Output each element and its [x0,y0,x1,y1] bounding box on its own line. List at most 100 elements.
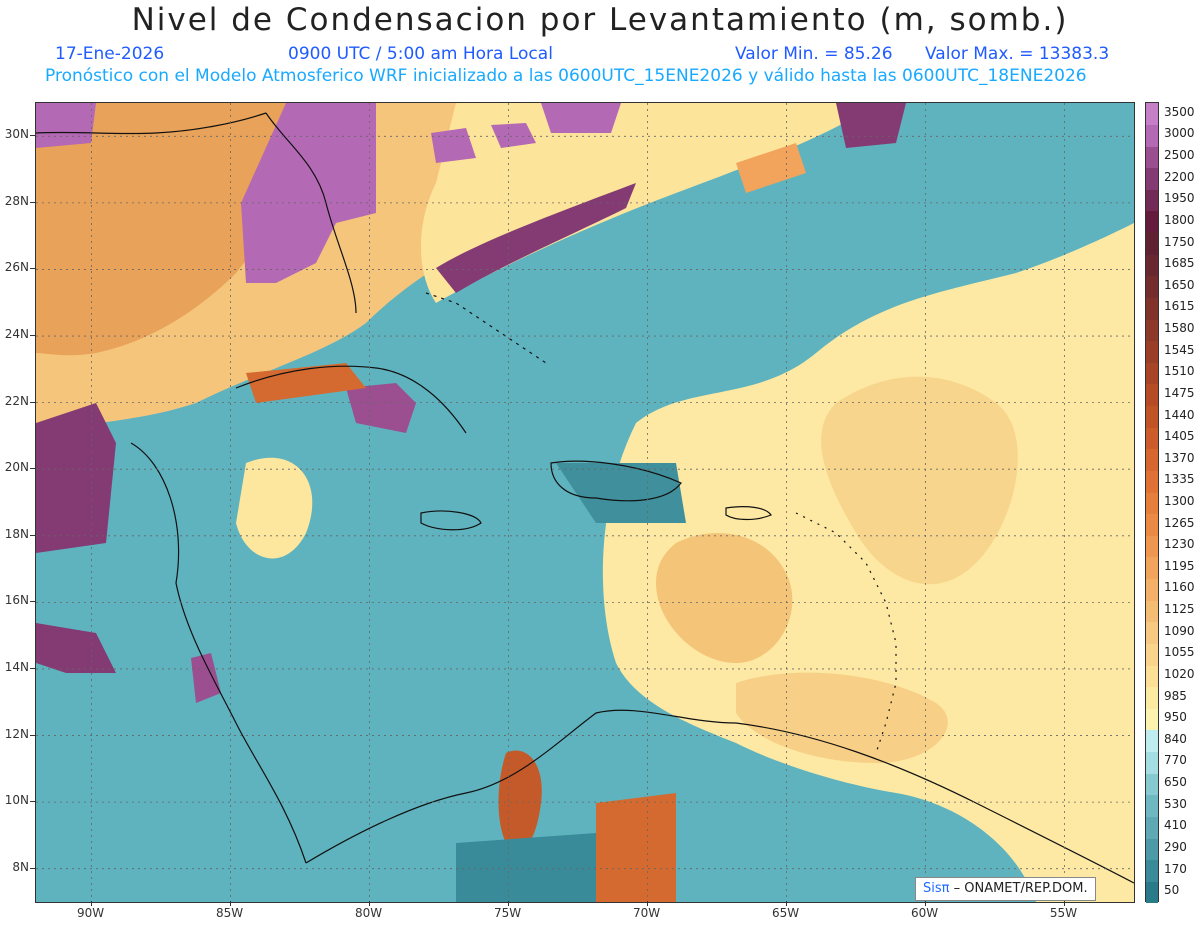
lat-tick [30,867,35,869]
lat-label: 26N [4,260,29,275]
field-orange-atlantic-e [736,143,806,193]
colorbar-segment [1146,124,1158,147]
lon-label: 85W [216,906,244,920]
south-america-coast [305,709,1134,884]
lat-tick [30,201,35,203]
colorbar-segment [1146,751,1158,774]
colorbar-segment [1146,686,1158,709]
colorbar-label: 1580 [1164,321,1195,336]
forecast-date: 17-Ene-2026 [55,44,165,64]
lon-tick [507,901,509,906]
colorbar-segment [1146,557,1158,580]
colorbar-label: 840 [1164,731,1187,746]
lat-tick [30,468,35,470]
lon-label: 80W [354,906,383,920]
colorbar-label: 985 [1164,688,1187,703]
jamaica-coast [420,510,482,531]
field-purple-nicaragua [191,653,221,703]
field-purple-florida [241,103,376,283]
colorbar-label: 1265 [1164,515,1195,530]
colorbar-label: 1615 [1164,299,1195,314]
colorbar-segment [1146,838,1158,861]
colorbar [1145,102,1159,904]
lat-label: 12N [4,726,29,741]
colorbar-segment [1146,103,1158,125]
colorbar-label: 1020 [1164,666,1195,681]
lon-tick [229,901,231,906]
model-info: Pronóstico con el Modelo Atmosferico WRF… [45,66,1087,86]
credit-box: Sisπ – ONAMET/REP.DOM. [915,877,1096,901]
bahamas-coast [425,292,547,364]
lcl-field-map [36,103,1134,902]
colorbar-segment [1146,167,1158,190]
colorbar-label: 410 [1164,818,1187,833]
lon-tick [646,901,648,906]
colorbar-label: 1055 [1164,645,1195,660]
field-purple-atlantic-3 [541,103,621,133]
credit-text: – ONAMET/REP.DOM. [953,881,1088,896]
colorbar-segment [1146,211,1158,234]
lon-tick [785,901,787,906]
central-america-coast [130,442,307,864]
colorbar-segment [1146,189,1158,212]
map-area [35,102,1135,903]
colorbar-label: 1125 [1164,602,1195,617]
lon-label: 70W [632,906,661,920]
colorbar-label: 1545 [1164,342,1195,357]
colorbar-segment [1146,730,1158,753]
colorbar-label: 1475 [1164,385,1195,400]
lat-label: 22N [4,393,29,408]
colorbar-segment [1146,578,1158,601]
lon-label: 75W [493,906,522,920]
colorbar-label: 650 [1164,775,1187,790]
cuba-coast [235,365,467,434]
colorbar-segment [1146,794,1158,817]
colorbar-label: 1510 [1164,364,1195,379]
colorbar-segment [1146,427,1158,450]
colorbar-label: 1195 [1164,558,1195,573]
lat-label: 16N [4,593,29,608]
colorbar-label: 1685 [1164,256,1195,271]
field-warm-east [602,223,1134,902]
colorbar-segment [1146,859,1158,882]
colorbar-label: 770 [1164,753,1187,768]
lat-label: 10N [4,793,29,808]
colorbar-label: 1800 [1164,212,1195,227]
lesser-antilles [795,512,897,754]
field-darkteal-venezuela [456,833,596,902]
colorbar-label: 1335 [1164,472,1195,487]
colorbar-label: 1370 [1164,450,1195,465]
colorbar-segment [1146,535,1158,558]
credit-brand: Sisπ [923,881,950,896]
colorbar-label: 2200 [1164,169,1195,184]
colorbar-segment [1146,708,1158,731]
field-purple-cuba [346,383,416,433]
lon-label: 60W [910,906,939,920]
colorbar-segment [1146,816,1158,839]
lat-label: 18N [4,526,29,541]
colorbar-segment [1146,621,1158,644]
field-warm-east-inner [821,376,1018,585]
lat-tick [30,135,35,137]
colorbar-segment [1146,362,1158,385]
colorbar-segment [1146,600,1158,623]
value-max: Valor Max. = 13383.3 [925,44,1110,64]
lat-tick [30,734,35,736]
lon-label: 90W [77,906,105,920]
field-orange-cuba [246,363,366,403]
colorbar-label: 1405 [1164,429,1195,444]
colorbar-segment [1146,384,1158,407]
colorbar-label: 1090 [1164,623,1195,638]
lon-tick [924,901,926,906]
field-purple-atlantic-4 [836,103,906,148]
coastline-layer [36,112,1134,884]
colorbar-segment [1146,470,1158,493]
lat-label: 24N [4,327,29,342]
gulf-coast [36,112,267,135]
colorbar-segment [1146,881,1158,904]
lat-tick [30,801,35,803]
lat-label: 8N [12,859,29,874]
field-warm-se [736,672,948,763]
colorbar-segment [1146,448,1158,471]
puerto-rico-coast [725,506,772,521]
